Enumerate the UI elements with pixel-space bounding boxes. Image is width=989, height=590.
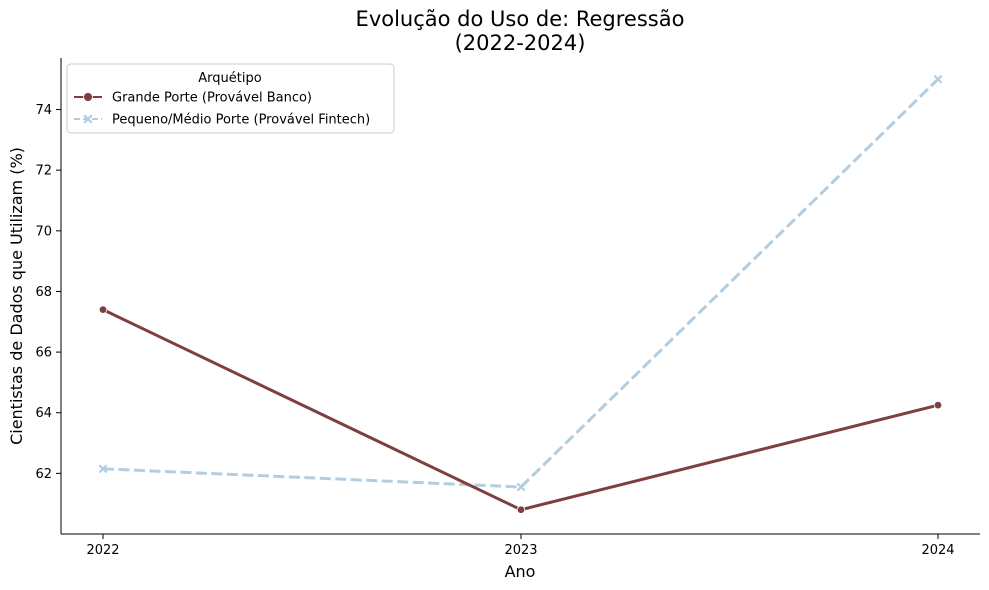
legend-entries: Grande Porte (Provável Banco) Pequeno/Méd…	[74, 91, 370, 128]
series-layer	[98, 75, 943, 514]
y-tick-label: 62	[35, 467, 52, 482]
legend-marker	[83, 92, 93, 102]
chart-title-line-1: Evolução do Uso de: Regressão	[356, 7, 685, 31]
y-tick-label: 70	[35, 224, 52, 239]
legend-box	[66, 63, 395, 134]
y-tick-label: 68	[35, 285, 52, 300]
x-tick-label: 2022	[86, 543, 119, 558]
legend-entry: Pequeno/Médio Porte (Provável Fintech)	[74, 113, 370, 128]
y-ticks: 62 64 66 68 70 72 74	[35, 103, 61, 482]
data-point	[516, 482, 526, 492]
data-point	[933, 400, 943, 410]
legend-label: Grande Porte (Provável Banco)	[112, 91, 312, 106]
data-point	[98, 464, 108, 473]
legend-title: Arquétipo	[198, 71, 261, 86]
y-tick-label: 72	[35, 164, 52, 179]
y-tick-label: 66	[35, 346, 52, 361]
legend-marker	[83, 114, 93, 124]
series-1	[98, 305, 943, 514]
data-point	[933, 75, 943, 84]
x-tick-label: 2023	[504, 543, 537, 558]
x-axis-label: Ano	[505, 562, 536, 581]
data-point	[516, 505, 526, 514]
y-tick-label: 74	[35, 103, 52, 118]
legend: Arquétipo Grande Porte (Provável Banco) P…	[66, 63, 395, 134]
x-tick-label: 2024	[921, 543, 954, 558]
series-line	[102, 78, 940, 489]
legend-entry: Grande Porte (Provável Banco)	[74, 91, 312, 106]
y-axis-label: Cientistas de Dados que Utilizam (%)	[7, 147, 26, 445]
legend-label: Pequeno/Médio Porte (Provável Fintech)	[112, 113, 370, 128]
y-tick-label: 64	[35, 406, 52, 421]
x-ticks: 2022 2023 2024	[86, 534, 955, 558]
chart-title-line-2: (2022-2024)	[455, 31, 586, 55]
series-2	[98, 75, 943, 492]
data-point	[98, 305, 108, 314]
